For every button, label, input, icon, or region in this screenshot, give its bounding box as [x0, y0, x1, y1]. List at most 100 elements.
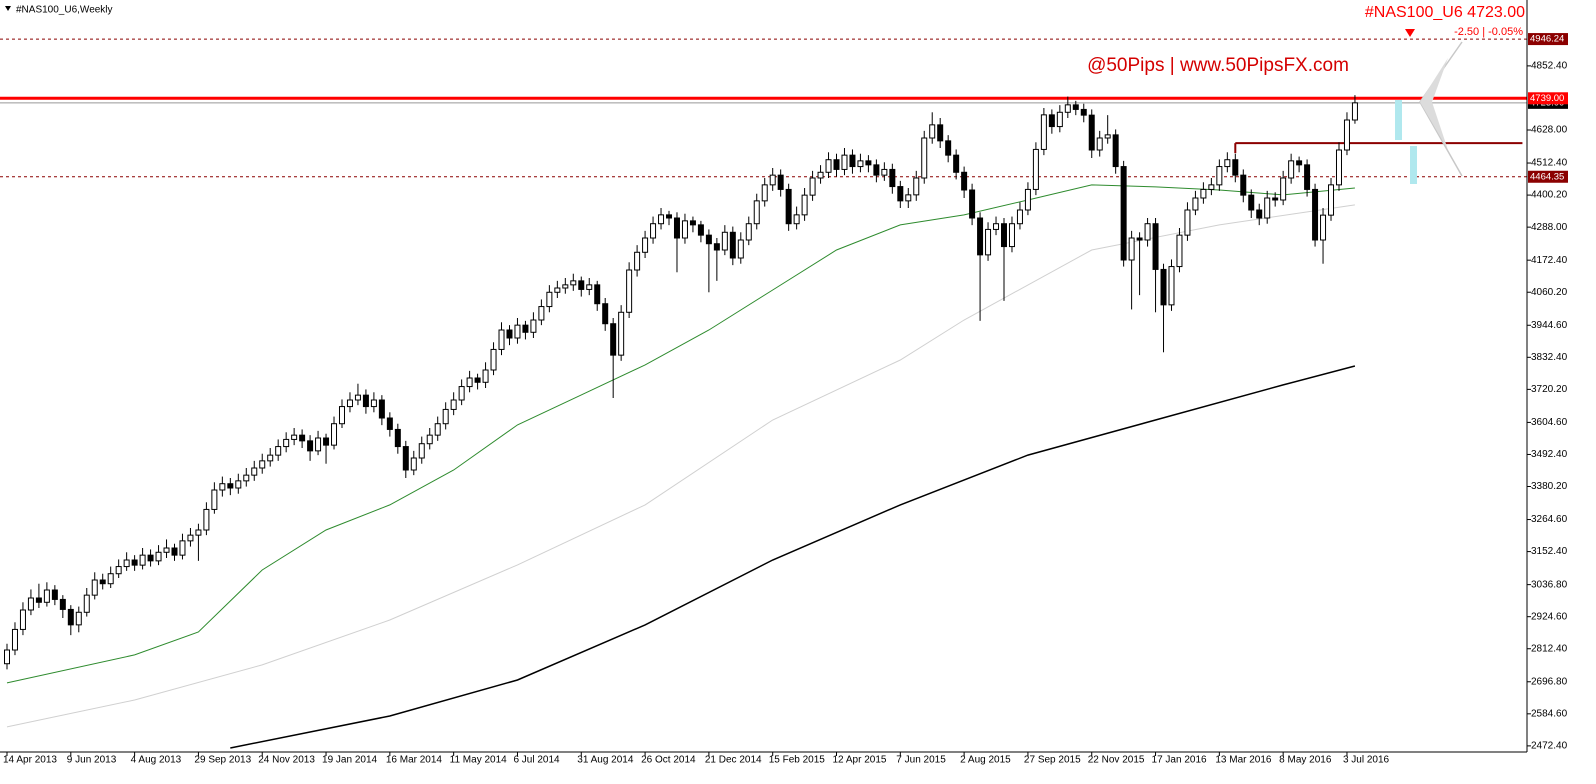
candle-body: [961, 171, 968, 191]
candle-body: [578, 280, 585, 290]
candle-body: [291, 434, 298, 440]
x-tick-label: 11 May 2014: [450, 755, 508, 766]
candle-body: [905, 194, 912, 202]
candle-body: [753, 200, 760, 225]
candle-body: [163, 547, 170, 553]
candle-body: [1152, 223, 1159, 270]
candle-body: [921, 137, 928, 179]
candle-body: [929, 124, 936, 139]
candle-body: [881, 168, 888, 176]
candle-body: [442, 408, 449, 425]
candle-body: [1040, 114, 1047, 150]
candle-body: [1335, 149, 1342, 186]
candle-body: [251, 467, 258, 476]
candle-body: [666, 214, 673, 219]
candle-body: [809, 177, 816, 196]
price-change: -2.50 | -0.05%: [1454, 26, 1523, 38]
candle-body: [35, 597, 42, 603]
candle-body: [1128, 237, 1135, 261]
candle-body: [474, 377, 481, 383]
x-tick-label: 4 Aug 2013: [131, 755, 182, 766]
candle-body: [1232, 159, 1239, 176]
candle-body: [785, 188, 792, 225]
candle-body: [801, 194, 808, 216]
candle-body: [426, 434, 433, 445]
x-tick-label: 12 Apr 2015: [833, 755, 887, 766]
candle-body: [203, 508, 210, 531]
level-label: 4946.24: [1530, 34, 1564, 45]
x-tick-label: 16 Mar 2014: [386, 755, 443, 766]
candle-body: [331, 423, 338, 446]
candle-body: [259, 460, 266, 469]
candle-body: [530, 319, 537, 333]
x-tick-label: 8 May 2016: [1279, 755, 1332, 766]
candle-body: [1104, 134, 1111, 139]
symbol-price: #NAS100_U6 4723.00: [1365, 4, 1525, 21]
candle-body: [1176, 234, 1183, 268]
candle-body: [275, 446, 282, 456]
x-tick-label: 22 Nov 2015: [1088, 755, 1145, 766]
candle-body: [769, 174, 776, 186]
y-tick-label: 4172.40: [1531, 255, 1568, 266]
candle-body: [873, 164, 880, 176]
x-tick-label: 24 Nov 2013: [258, 755, 315, 766]
candle-body: [402, 446, 409, 471]
candle-body: [123, 559, 130, 568]
candle-body: [554, 287, 561, 293]
candle-body: [514, 324, 521, 339]
candle-body: [219, 483, 226, 491]
candle-body: [227, 483, 234, 489]
candle-body: [1256, 209, 1263, 219]
y-tick-label: 3036.80: [1531, 579, 1568, 590]
candle-body: [370, 399, 377, 408]
x-tick-label: 9 Jun 2013: [67, 755, 117, 766]
candle-body: [1328, 184, 1335, 216]
candle-body: [650, 223, 657, 239]
candle-body: [642, 237, 649, 253]
candle-body: [11, 628, 18, 651]
candle-body: [155, 551, 162, 562]
candle-body: [1120, 166, 1127, 261]
candle-body: [833, 159, 840, 170]
y-tick-label: 2812.40: [1531, 643, 1568, 654]
level-box: [1528, 92, 1568, 105]
candle-body: [107, 573, 114, 585]
x-tick-label: 17 Jan 2016: [1152, 755, 1207, 766]
candle-body: [1168, 266, 1175, 306]
candle-body: [1351, 102, 1358, 121]
candle-body: [937, 124, 944, 142]
candle-body: [681, 220, 688, 239]
x-tick-label: 3 Jul 2016: [1343, 755, 1390, 766]
candle-body: [697, 224, 704, 236]
candle-body: [1272, 197, 1279, 201]
candle-body: [179, 540, 186, 556]
chart-title: #NAS100_U6,Weekly: [16, 5, 113, 16]
candle-body: [354, 394, 361, 401]
candle-body: [721, 231, 728, 251]
candle-body: [187, 534, 194, 542]
candle-body: [594, 284, 601, 305]
candle-body: [945, 140, 952, 156]
y-tick-label: 4512.40: [1531, 158, 1568, 169]
candle-body: [889, 168, 896, 188]
candle-body: [793, 214, 800, 225]
candle-body: [283, 438, 290, 448]
candle-body: [1216, 166, 1223, 186]
candle-body: [857, 160, 864, 168]
candle-body: [522, 324, 529, 333]
level-box: [1528, 170, 1568, 183]
candle-body: [307, 440, 314, 452]
candle-body: [841, 154, 848, 170]
candle-body: [913, 177, 920, 196]
candle-body: [993, 223, 1000, 230]
x-tick-label: 21 Dec 2014: [705, 755, 762, 766]
candle-body: [466, 377, 473, 388]
y-tick-label: 3380.20: [1531, 481, 1568, 492]
candle-body: [1343, 119, 1350, 151]
menu-arrow: [5, 6, 11, 11]
y-tick-label: 2472.40: [1531, 741, 1568, 752]
y-tick-label: 2696.80: [1531, 676, 1568, 687]
candle-body: [211, 489, 218, 510]
candle-body: [91, 579, 98, 596]
candle-body: [1240, 174, 1247, 196]
